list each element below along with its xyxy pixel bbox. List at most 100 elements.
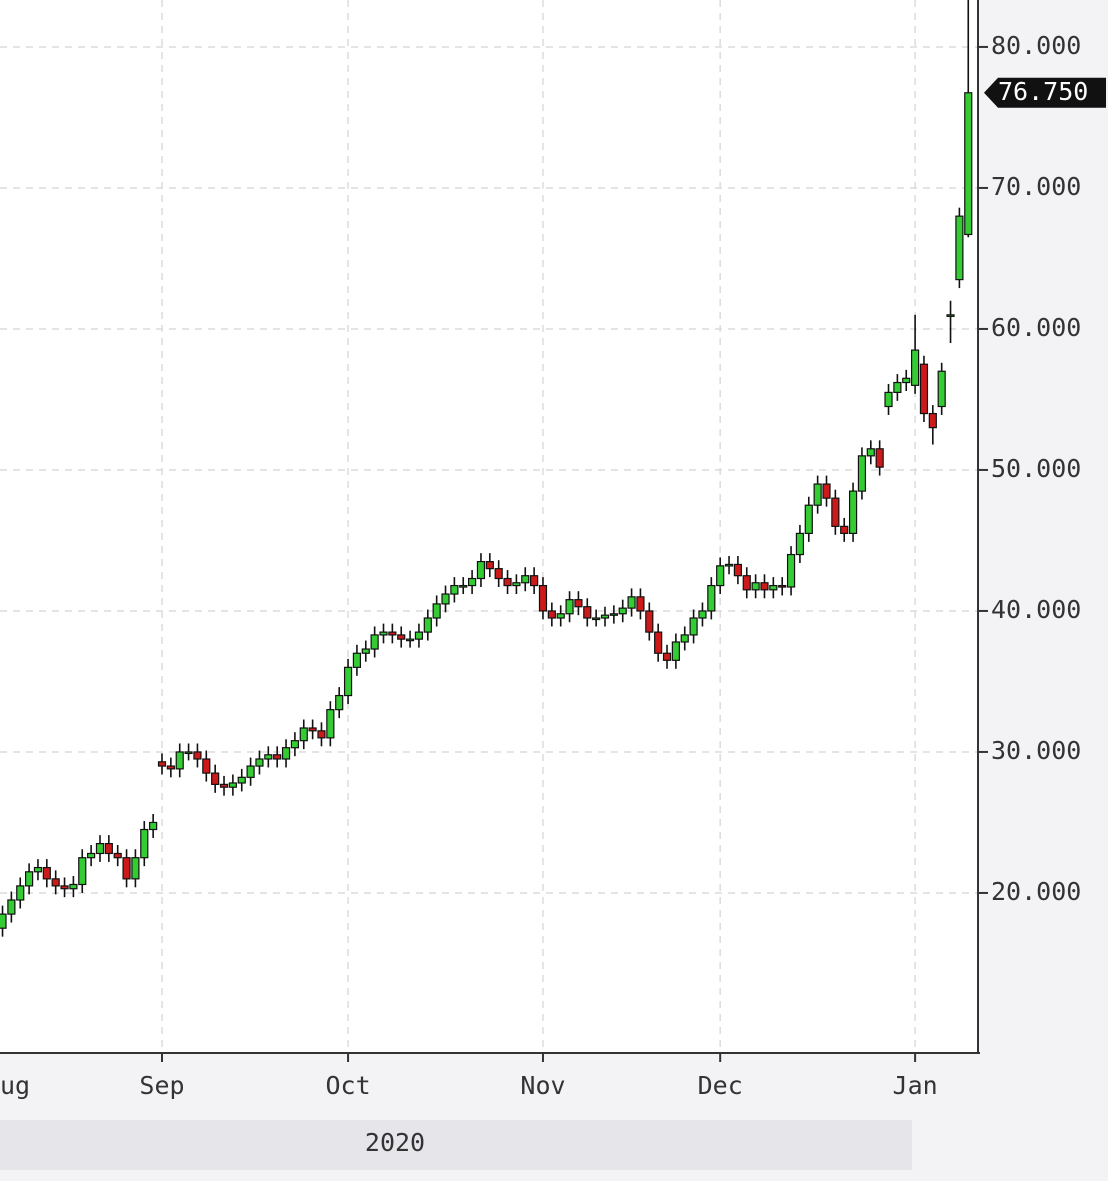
candle-body <box>521 575 530 584</box>
candle-body <box>476 561 486 580</box>
candle-body <box>795 532 805 556</box>
candle-body <box>432 603 441 619</box>
x-tick-label: Dec <box>698 1071 743 1100</box>
candle-body <box>636 596 645 612</box>
candle-body <box>228 782 237 788</box>
candle-body <box>716 565 725 587</box>
y-tick-label: 70.000 <box>991 172 1081 201</box>
candle-body <box>769 584 778 591</box>
candle-body <box>485 561 494 570</box>
candle-body <box>290 740 299 749</box>
candle-body <box>459 584 468 588</box>
candle-body <box>104 843 113 855</box>
x-tick-label: Sep <box>139 1071 184 1100</box>
candle-body <box>361 648 370 654</box>
candle-body <box>131 857 140 880</box>
candle-body <box>78 857 87 886</box>
candle-body <box>910 349 920 386</box>
candle-body <box>698 610 707 619</box>
candle-body <box>157 761 167 767</box>
candle-body <box>530 575 539 587</box>
x-tick-label: ug <box>0 1071 30 1100</box>
candle-body <box>503 577 512 587</box>
candle-body <box>884 391 893 408</box>
candle-body <box>335 694 344 711</box>
candle-body <box>848 490 858 535</box>
y-tick-label: 30.000 <box>991 736 1081 765</box>
candle-body <box>556 613 565 619</box>
candle-body <box>707 584 716 612</box>
candle-body <box>95 843 105 855</box>
candle-body <box>574 599 583 608</box>
candle-body <box>680 634 689 643</box>
candle-body <box>113 852 122 859</box>
candle-body <box>166 765 175 770</box>
candle-body <box>255 758 264 767</box>
candle-body <box>299 727 308 742</box>
candle-body <box>211 772 220 785</box>
candle-body <box>609 613 618 616</box>
candle-body <box>592 617 601 621</box>
candle-body <box>857 455 867 492</box>
candle-body <box>87 852 96 859</box>
candle-body <box>840 525 849 535</box>
candle-body <box>928 412 937 429</box>
candle-body <box>264 754 273 760</box>
candle-body <box>397 634 406 640</box>
last-price-label: 76.750 <box>998 77 1088 106</box>
candle-body <box>831 497 840 527</box>
candle-body <box>786 553 796 588</box>
candle-body <box>450 584 459 595</box>
candle-body <box>202 758 211 774</box>
candle-body <box>33 866 43 873</box>
candle-body <box>760 582 769 591</box>
x-tick-label: Jan <box>893 1071 938 1100</box>
candle-body <box>0 913 7 929</box>
y-tick-label: 80.000 <box>991 31 1081 60</box>
candle-body <box>281 747 291 760</box>
candle-body <box>724 563 734 567</box>
candle-body <box>308 727 317 732</box>
candle-body <box>875 448 884 468</box>
candle-body <box>388 631 397 636</box>
candle-body <box>122 857 131 880</box>
candle-body <box>423 617 432 633</box>
candle-body <box>866 448 875 457</box>
candle-body <box>751 582 760 591</box>
year-label: 2020 <box>365 1128 425 1157</box>
candle-body <box>618 607 627 615</box>
candle-body <box>937 370 946 408</box>
candle-body <box>893 381 902 394</box>
candle-body <box>42 866 51 880</box>
candle-body <box>343 666 353 697</box>
candle-body <box>778 584 787 588</box>
year-band <box>0 1120 912 1170</box>
y-tick-label: 20.000 <box>991 877 1081 906</box>
candle-body <box>822 483 831 499</box>
candle-body <box>326 709 335 739</box>
candle-body <box>733 563 743 577</box>
candle-body <box>964 92 973 236</box>
y-tick-label: 40.000 <box>991 595 1081 624</box>
candle-body <box>219 783 229 788</box>
candle-body <box>955 215 964 281</box>
candle-body <box>547 610 556 619</box>
x-tick-label: Oct <box>325 1071 370 1100</box>
candle-body <box>140 828 149 859</box>
candle-body <box>25 871 34 887</box>
candle-body <box>175 751 184 770</box>
candle-body <box>69 883 78 890</box>
plot-area <box>0 0 978 1052</box>
y-tick-label: 60.000 <box>991 313 1081 342</box>
candle-body <box>600 614 610 619</box>
candle-body <box>379 631 388 636</box>
candle-body <box>273 754 282 760</box>
x-tick-label: Nov <box>520 1071 565 1100</box>
candle-body <box>193 751 202 760</box>
candle-body <box>149 821 158 831</box>
candle-body <box>654 631 663 654</box>
candle-body <box>237 776 246 784</box>
candle-body <box>538 584 548 612</box>
candle-body <box>370 634 379 650</box>
